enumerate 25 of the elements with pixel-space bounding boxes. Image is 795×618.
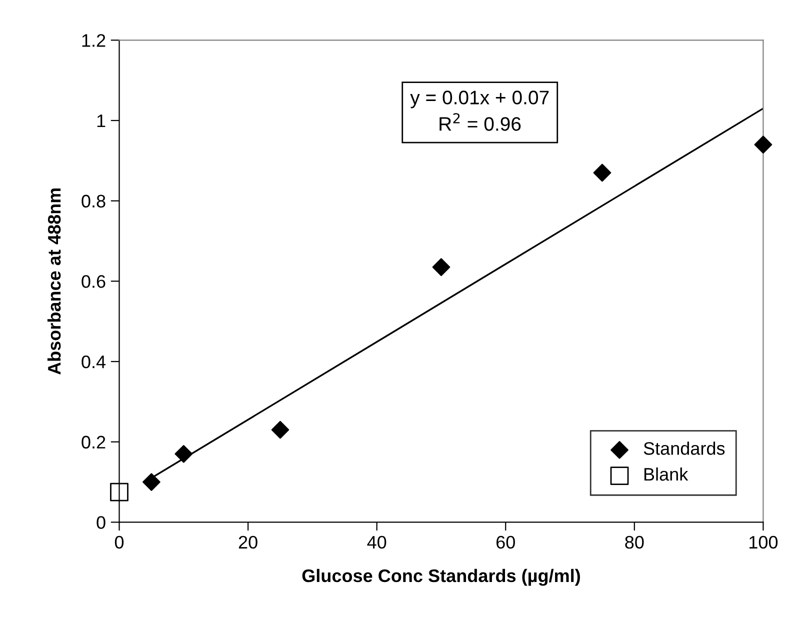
x-tick-label: 20: [238, 536, 258, 549]
point: [432, 258, 450, 276]
y-tick-label: 0.6: [82, 275, 106, 288]
y-tick-label: 0.4: [82, 355, 106, 368]
y-tick-label: 0.8: [82, 194, 106, 208]
x-tick-label: 80: [625, 536, 644, 549]
annotation: y = 0.01x + 0.07 R$^{2}$ = 0.96: [410, 90, 549, 131]
y-tick-label: 0: [96, 516, 106, 529]
point: [142, 473, 160, 491]
point: [593, 164, 612, 182]
point: [754, 136, 772, 154]
x-axis-title: Glucose Conc Standards (µg/ml): [302, 568, 580, 586]
x-tick-label: 60: [496, 536, 515, 549]
x-tick-label: 100: [750, 536, 778, 549]
x-tick-label: 40: [367, 536, 386, 549]
x-tick-label: 0: [114, 536, 124, 549]
y-tick-label: 0.2: [82, 436, 106, 449]
y-axis-title: Absorbance at 488nm: [47, 188, 61, 375]
y-tick-label: 1: [97, 114, 106, 128]
point: [110, 482, 128, 502]
legend-label: Standards: [644, 442, 725, 455]
point: [174, 445, 193, 463]
point: [271, 420, 290, 439]
y-tick-label: 1.2: [82, 34, 106, 47]
legend-label: Blank: [644, 467, 688, 481]
